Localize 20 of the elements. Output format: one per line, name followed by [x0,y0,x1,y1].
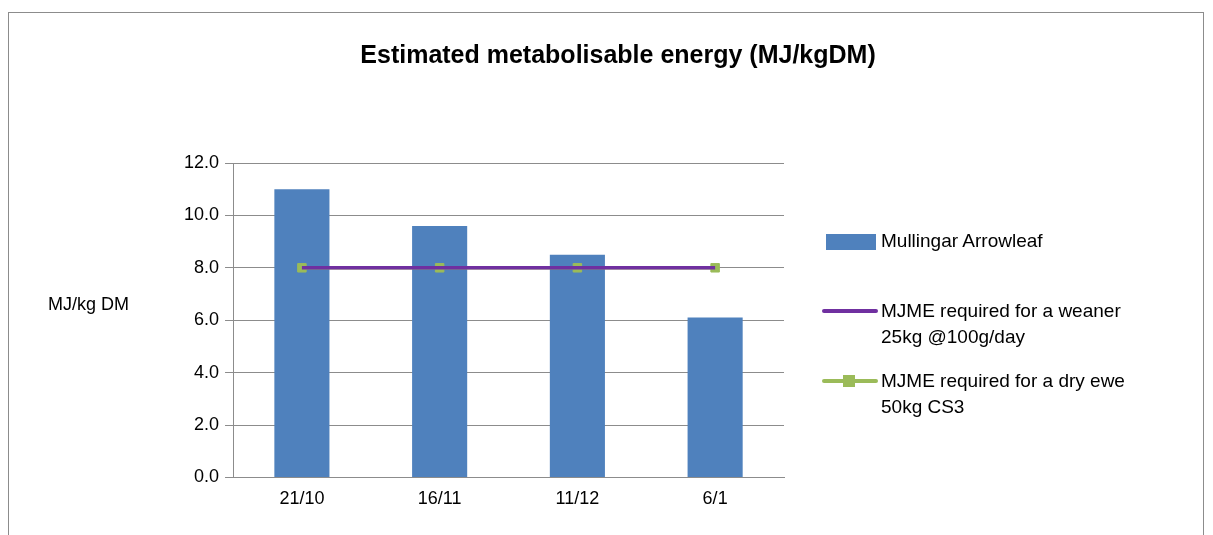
x-tick-label: 16/11 [417,488,462,509]
y-tick-label: 6.0 [194,309,220,330]
y-tick-label: 10.0 [183,204,220,225]
y-tick-label: 12.0 [183,151,220,172]
x-tick-label: 21/10 [279,488,325,509]
x-tick-label: 11/12 [555,488,600,509]
legend-label: MJME required for a dry ewe 50kg CS3 [881,369,1126,419]
legend-label: Mullingar Arrowleaf [881,229,1044,253]
legend-label: MJME required for a weaner 25kg @100g/day [881,299,1122,349]
y-tick-label: 2.0 [194,413,220,434]
y-tick-label: 4.0 [194,361,220,382]
bar [412,225,468,477]
bar [687,317,743,477]
y-tick-label: 8.0 [194,256,220,277]
bar [274,189,330,477]
y-axis-title: MJ/kg DM [48,294,129,315]
bar [549,254,605,477]
chart-title: Estimated metabolisable energy (MJ/kgDM) [359,40,877,69]
y-tick-label: 0.0 [194,466,220,487]
x-tick-label: 6/1 [702,488,728,509]
